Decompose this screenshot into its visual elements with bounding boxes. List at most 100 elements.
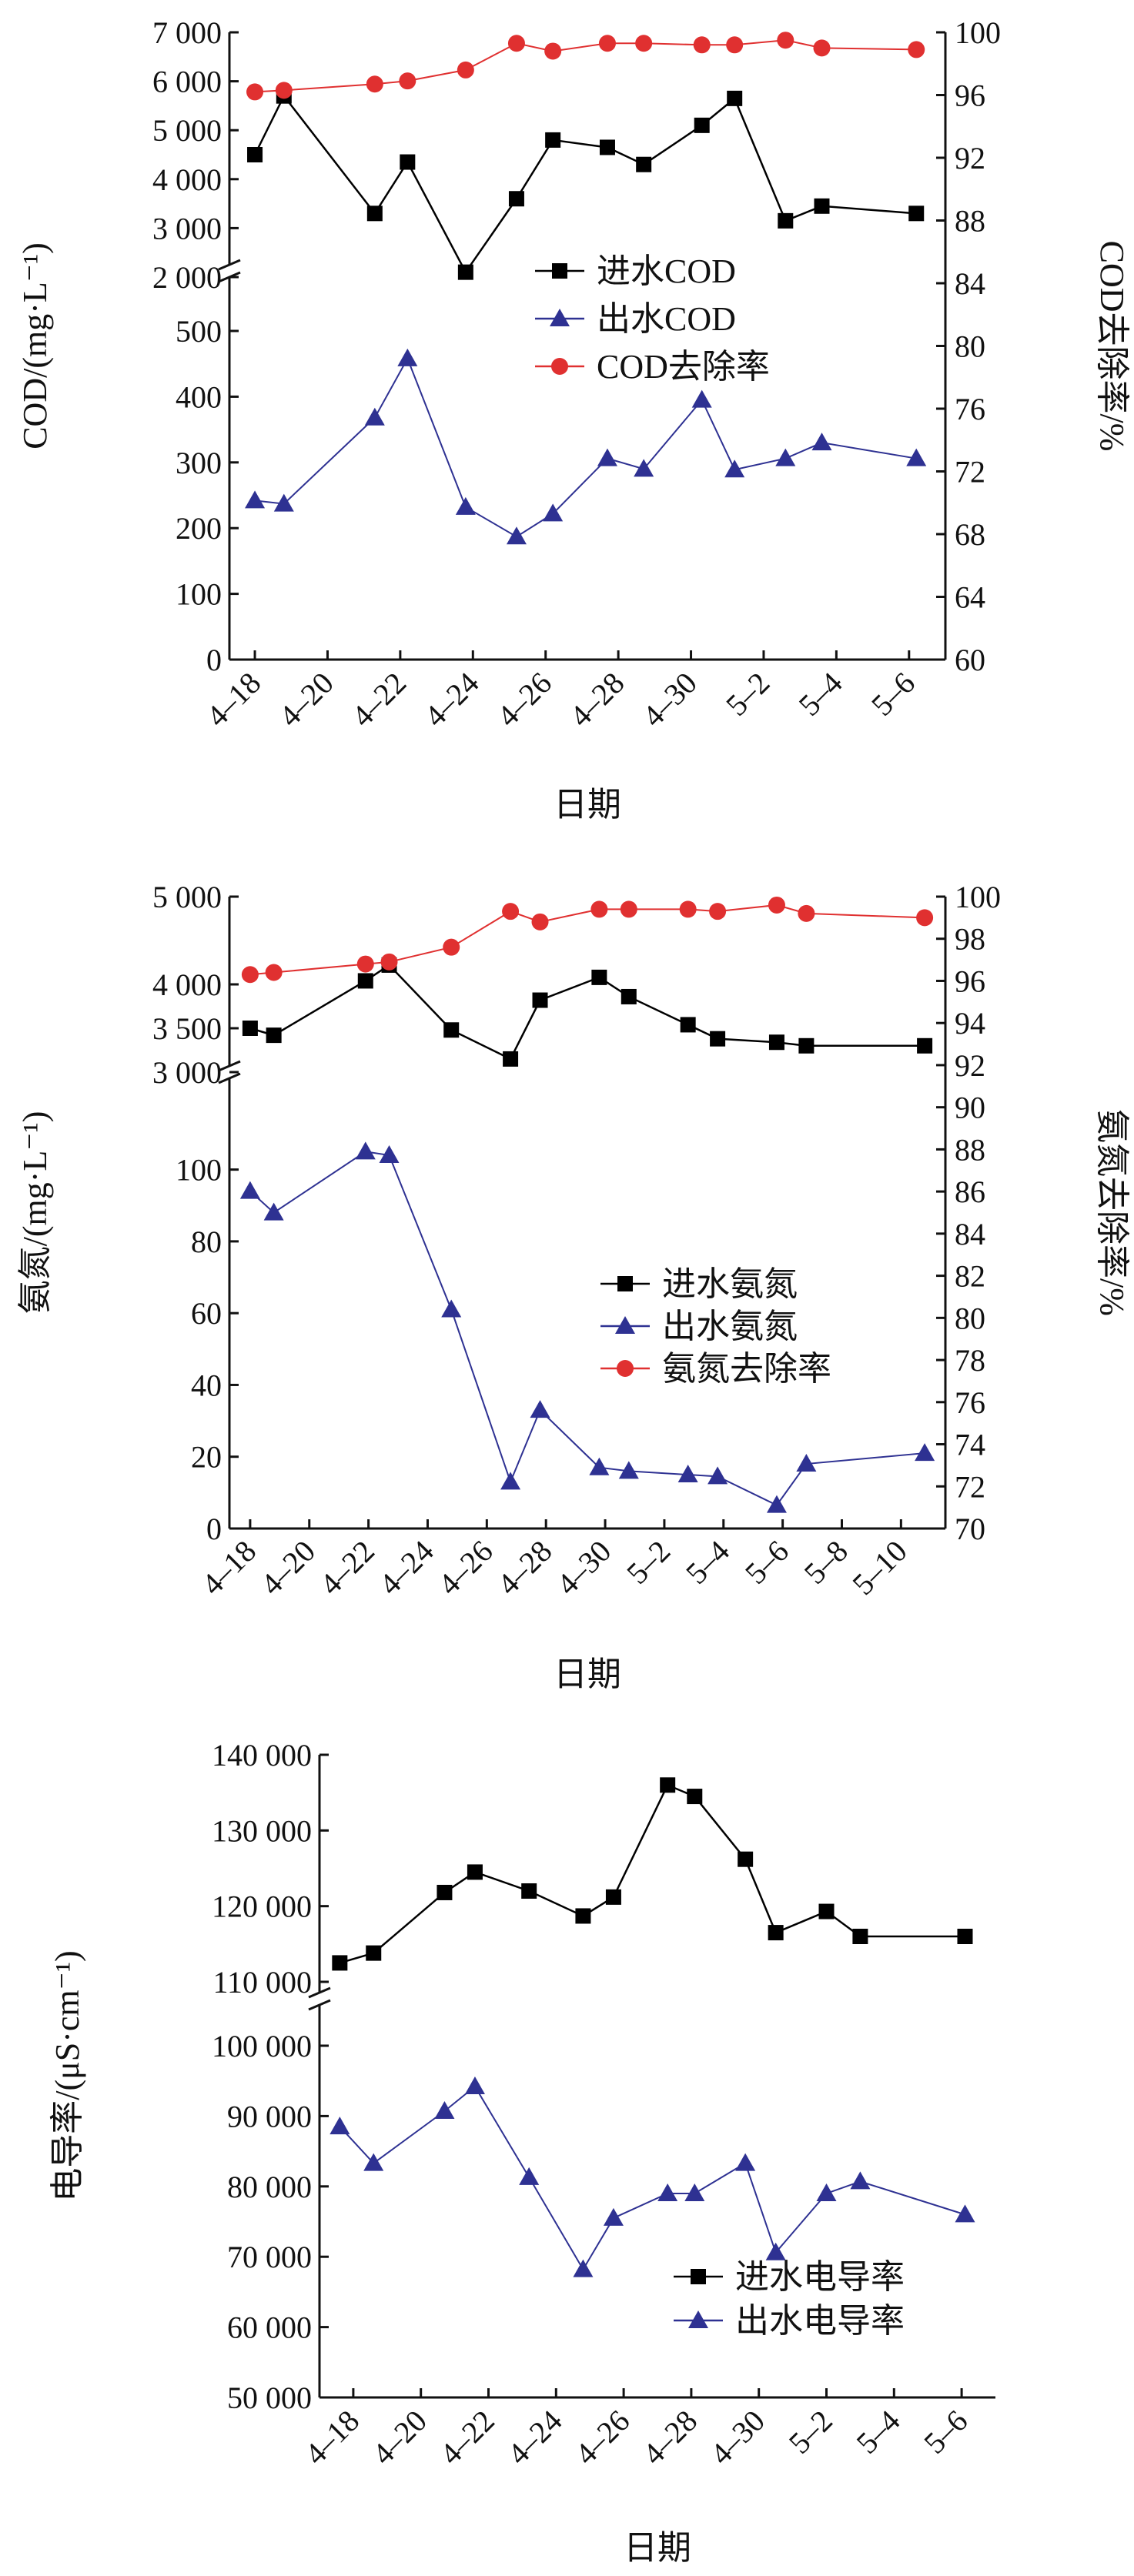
series-出水COD-point bbox=[597, 448, 617, 466]
series-进水COD-point bbox=[694, 117, 710, 133]
series-氨氮去除率-point bbox=[916, 909, 934, 927]
series-出水电导率-point bbox=[816, 2183, 837, 2201]
series-出水氨氮-line bbox=[249, 1151, 925, 1506]
x-tick-label: 4–30 bbox=[636, 666, 704, 733]
x-tick-label: 4–28 bbox=[563, 666, 631, 733]
ammonia-nitrogen-chart: 3 000 3 500 4 000 5 000 0 20 40 60 80 100 70 72 74 76… bbox=[16, 880, 1131, 1693]
y-tick-label: 7 000 bbox=[152, 15, 222, 50]
series-出水氨氮-point bbox=[677, 1465, 698, 1483]
legend-marker bbox=[691, 2269, 706, 2284]
series-出水COD-point bbox=[397, 348, 418, 366]
series-出水电导率 bbox=[329, 2077, 975, 2277]
series-出水氨氮-point bbox=[707, 1466, 728, 1485]
series-进水氨氮-point bbox=[768, 1034, 784, 1051]
y2-tick-label: 60 bbox=[955, 643, 985, 677]
series-氨氮去除率-point bbox=[502, 903, 520, 920]
y-tick-label: 400 bbox=[176, 379, 222, 414]
series-出水电导率-point bbox=[765, 2242, 786, 2260]
legend-label: 出水氨氮 bbox=[662, 1308, 798, 1345]
y2-tick-label: 70 bbox=[955, 1512, 985, 1546]
x-tick-label: 5–2 bbox=[719, 666, 776, 723]
y-tick-label: 80 bbox=[191, 1225, 222, 1259]
series-进水电导率-point bbox=[852, 1929, 868, 1944]
series-进水COD-point bbox=[908, 205, 925, 222]
x-tick-label: 4–20 bbox=[254, 1534, 322, 1602]
legend-label: COD去除率 bbox=[597, 348, 770, 386]
y2-tick-label: 98 bbox=[955, 922, 985, 957]
series-进水氨氮 bbox=[242, 957, 933, 1067]
series-进水电导率-point bbox=[768, 1925, 784, 1941]
x-tick-label: 5–6 bbox=[865, 666, 922, 723]
series-进水氨氮-point bbox=[917, 1037, 933, 1054]
y-tick-label: 120 000 bbox=[212, 1889, 312, 1924]
y-tick-label: 100 bbox=[176, 1153, 222, 1188]
series-氨氮去除率-point bbox=[620, 900, 637, 918]
series-氨氮去除率-point bbox=[590, 900, 608, 918]
y2-tick-label: 76 bbox=[955, 1385, 985, 1420]
x-axis-label: 日期 bbox=[554, 786, 621, 824]
y-tick-label: 5 000 bbox=[152, 880, 222, 914]
series-出水COD-point bbox=[506, 526, 527, 545]
series-氨氮去除率-point bbox=[709, 903, 727, 920]
series-COD去除率-point bbox=[726, 36, 744, 54]
series-COD去除率-point bbox=[908, 41, 925, 58]
series-进水电导率-point bbox=[332, 1955, 348, 1971]
y2-tick-label: 100 bbox=[955, 15, 1001, 50]
series-进水COD-point bbox=[727, 90, 743, 106]
y2-tick-label: 92 bbox=[955, 141, 985, 175]
series-出水电导率-point bbox=[850, 2171, 871, 2190]
series-COD去除率-point bbox=[598, 35, 616, 52]
legend-label: 进水COD bbox=[597, 252, 736, 290]
series-进水氨氮-point bbox=[443, 1022, 460, 1038]
y-tick-label: 300 bbox=[176, 446, 222, 480]
x-tick-label: 4–24 bbox=[372, 1534, 440, 1602]
y2-tick-label: 64 bbox=[955, 580, 985, 615]
series-进水电导率-line bbox=[339, 1783, 965, 1964]
y2-tick-label: 74 bbox=[955, 1428, 985, 1462]
legend-marker bbox=[615, 1316, 635, 1334]
series-出水氨氮-point bbox=[589, 1457, 610, 1475]
x-tick-label: 5–4 bbox=[791, 666, 848, 723]
series-进水电导率-point bbox=[957, 1929, 973, 1944]
y-axis-label: 氨氮/(mg·L⁻¹) bbox=[16, 1111, 54, 1315]
y-tick-label: 4 000 bbox=[152, 162, 222, 197]
legend-label: 进水氨氮 bbox=[662, 1265, 798, 1303]
series-氨氮去除率-point bbox=[679, 900, 697, 918]
series-氨氮去除率-line bbox=[249, 904, 925, 976]
y2-axis-label: COD去除率/% bbox=[1093, 241, 1131, 452]
series-进水氨氮-point bbox=[621, 988, 637, 1004]
y-axis-label: 电导率/(μS·cm⁻¹) bbox=[49, 1950, 86, 2201]
series-COD去除率-point bbox=[399, 72, 416, 90]
legend-marker bbox=[617, 1360, 634, 1377]
series-进水电导率 bbox=[332, 1777, 973, 1971]
y2-tick-label: 78 bbox=[955, 1343, 985, 1378]
series-进水电导率-point bbox=[437, 1884, 453, 1900]
series-进水电导率-point bbox=[521, 1883, 537, 1899]
series-出水氨氮-point bbox=[239, 1181, 260, 1199]
legend-label: 进水电导率 bbox=[735, 2258, 905, 2296]
series-氨氮去除率-point bbox=[531, 913, 549, 931]
series-出水COD-point bbox=[455, 496, 476, 515]
series-出水氨氮-point bbox=[355, 1141, 376, 1160]
conductivity-chart: 110 000 120 000 130 000 140 000 50 000 60 000… bbox=[49, 1738, 995, 2567]
y-tick-label: 20 bbox=[191, 1440, 222, 1475]
series-进水COD-point bbox=[508, 191, 524, 207]
y-tick-label: 6 000 bbox=[152, 65, 222, 99]
series-进水氨氮-point bbox=[266, 1027, 282, 1044]
series-出水电导率-point bbox=[684, 2183, 705, 2201]
series-进水COD-point bbox=[247, 147, 263, 162]
series-进水氨氮-point bbox=[680, 1017, 696, 1033]
series-出水电导率-point bbox=[363, 2153, 384, 2171]
y-axis-label: COD/(mg·L⁻¹) bbox=[16, 242, 54, 449]
y-tick-label: 500 bbox=[176, 314, 222, 349]
y-tick-label: 100 000 bbox=[212, 2029, 312, 2063]
series-COD去除率-point bbox=[275, 82, 293, 99]
series-出水电导率-point bbox=[519, 2167, 540, 2185]
series-出水氨氮-point bbox=[618, 1461, 639, 1479]
x-tick-label: 5–2 bbox=[620, 1534, 677, 1591]
y2-tick-label: 82 bbox=[955, 1259, 985, 1294]
series-COD去除率-point bbox=[544, 42, 562, 60]
series-进水COD-point bbox=[599, 139, 615, 155]
series-氨氮去除率 bbox=[241, 896, 934, 984]
